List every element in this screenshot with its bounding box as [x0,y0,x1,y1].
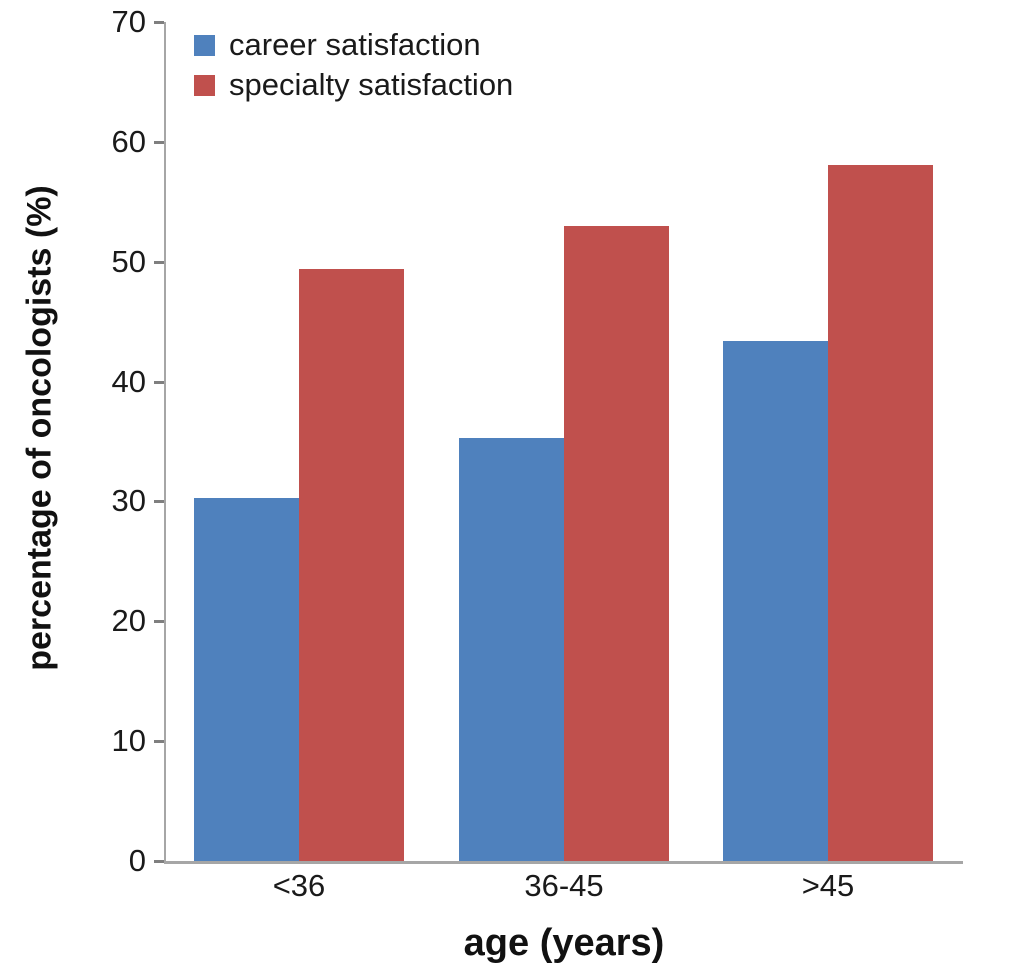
bar-series-1-group-2 [828,165,933,861]
y-tick-mark-20 [154,620,164,624]
y-tick-label-60: 60 [111,123,146,159]
x-tick-label-0: <36 [272,868,326,903]
plot-area: 0 10 20 30 40 50 60 70 career satisfaction speci… [112,4,963,878]
bar-series-0-group-2 [723,341,828,861]
y-tick-mark-50 [154,260,164,264]
bar-series-0-group-0 [194,498,299,861]
y-tick-mark-30 [154,500,164,504]
y-tick-label-70: 70 [111,4,146,39]
y-tick-mark-10 [154,740,164,744]
y-tick-label-0: 0 [128,843,146,878]
legend-label-1: specialty satisfaction [229,67,514,102]
x-tick-label-1: 36-45 [524,868,604,903]
y-tick-label-20: 20 [111,603,146,639]
y-axis-line [164,22,166,861]
legend-item-0: career satisfaction [194,27,513,62]
y-tick-mark-40 [154,380,164,384]
x-axis-title: age (years) [463,922,665,964]
legend-item-1: specialty satisfaction [194,67,513,102]
y-tick-mark-60 [154,140,164,144]
y-tick-mark-70 [154,21,164,24]
legend: career satisfaction specialty satisfactio… [194,27,513,112]
y-tick-label-30: 30 [111,483,146,519]
bar-series-1-group-1 [564,226,669,861]
y-tick-mark-0 [154,860,164,863]
y-tick-label-50: 50 [111,243,146,279]
y-tick-label-40: 40 [111,363,146,399]
bar-series-1-group-0 [299,269,404,861]
legend-swatch-icon-1 [194,74,215,96]
legend-swatch-icon-0 [194,34,215,56]
x-axis-line [164,861,963,864]
legend-label-0: career satisfaction [229,27,481,62]
y-tick-label-10: 10 [111,723,146,759]
x-tick-label-2: >45 [801,868,855,903]
bar-series-0-group-1 [459,438,564,861]
y-axis-title: percentage of oncologists (%) [20,185,59,671]
